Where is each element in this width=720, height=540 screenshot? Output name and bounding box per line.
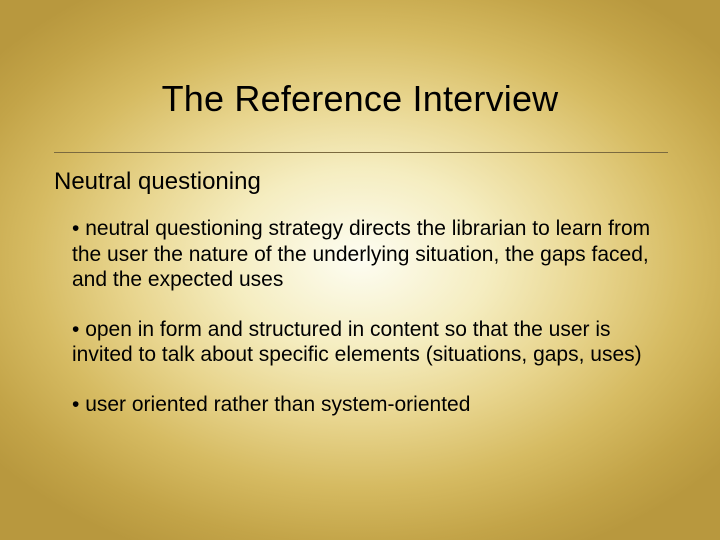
slide-subtitle: Neutral questioning: [54, 168, 261, 196]
slide-body: neutral questioning strategy directs the…: [72, 216, 656, 418]
bullet-item: open in form and structured in content s…: [72, 317, 656, 368]
slide-title: The Reference Interview: [0, 78, 720, 120]
bullet-item: user oriented rather than system-oriente…: [72, 392, 656, 418]
slide: The Reference Interview Neutral question…: [0, 0, 720, 540]
bullet-item: neutral questioning strategy directs the…: [72, 216, 656, 293]
title-divider: [54, 152, 668, 153]
